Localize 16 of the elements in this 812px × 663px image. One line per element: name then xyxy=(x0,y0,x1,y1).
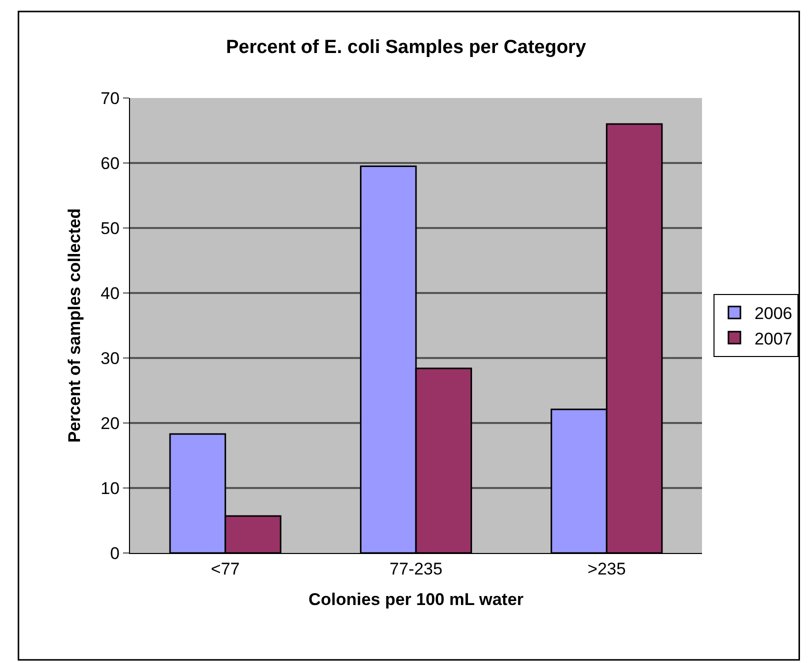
y-tick-label: 40 xyxy=(100,284,120,303)
y-tick-label: 60 xyxy=(100,154,120,173)
y-tick-label: 10 xyxy=(100,478,120,498)
x-tick-label: >235 xyxy=(588,559,626,578)
legend-label: 2006 xyxy=(754,304,792,324)
x-axis-title: Colonies per 100 mL water xyxy=(308,590,524,609)
y-tick-label: 30 xyxy=(100,348,120,368)
y-tick-label: 70 xyxy=(100,88,120,108)
chart-title: Percent of E. coli Samples per Category xyxy=(226,37,586,58)
y-tick-label: 50 xyxy=(100,218,120,238)
x-tick-label: <77 xyxy=(210,559,240,578)
y-tick-label: 20 xyxy=(100,414,120,433)
y-axis-title: Percent of samples collected xyxy=(65,208,84,443)
x-tick-label: 77-235 xyxy=(390,559,442,578)
legend-label: 2007 xyxy=(754,329,792,348)
y-tick-label: 0 xyxy=(110,544,120,563)
